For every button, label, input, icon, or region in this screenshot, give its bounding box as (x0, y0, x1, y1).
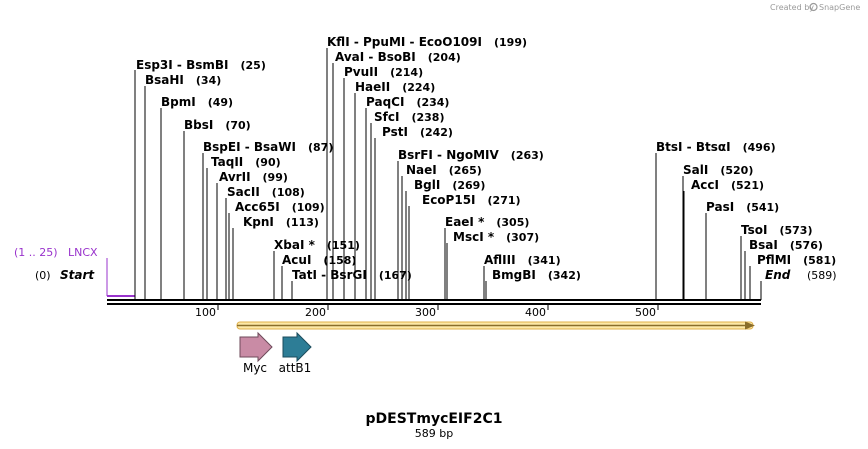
site-tsoi: TsoI (573) (741, 223, 812, 237)
credit-prefix: Created by (770, 3, 814, 12)
orf-arrow (236, 321, 755, 330)
feature-label-attb1: attB1 (279, 361, 312, 375)
site-acui: AcuI (158) (282, 253, 356, 267)
tick-label-500: 500 (635, 306, 656, 319)
ruler-ticks (217, 305, 659, 310)
myc-arrow-icon (239, 331, 273, 363)
site-btsi: BtsI - BtsαI (496) (656, 140, 776, 154)
feature-label-myc: Myc (243, 361, 267, 375)
site-ecop15i: EcoP15I (271) (422, 193, 521, 207)
site-psti: PstI (242) (382, 125, 453, 139)
site-sacii: SacII (108) (227, 185, 305, 199)
enzyme-labels: Esp3I - BsmBI (25) BsaHI (34) BpmI (49) Bbs… (136, 35, 836, 282)
site-paqci: PaqCI (234) (366, 95, 449, 109)
credit-brand: SnapGene (819, 3, 860, 12)
feature-attb1: attB1 (279, 331, 312, 375)
site-esp3i: Esp3I - BsmBI (25) (136, 58, 266, 72)
site-kpni: KpnI (113) (243, 215, 319, 229)
site-bsrfi: BsrFI - NgoMIV (263) (398, 148, 544, 162)
site-bmgbi: BmgBI (342) (492, 268, 581, 282)
start-position: (0) (35, 269, 51, 282)
tick-label-300: 300 (415, 306, 436, 319)
site-kfli: KflI - PpuMI - EcoO109I (199) (327, 35, 527, 49)
feature-myc: Myc (239, 331, 273, 375)
site-avrii: AvrII (99) (219, 170, 288, 184)
site-sfci: SfcI (238) (374, 110, 444, 124)
primer-range: (1 .. 25) (14, 246, 58, 259)
snapgene-logo-icon (809, 2, 818, 12)
site-naei: NaeI (265) (406, 163, 482, 177)
tick-label-400: 400 (525, 306, 546, 319)
attb1-arrow-icon (282, 331, 312, 363)
site-taqii: TaqII (90) (211, 155, 281, 169)
site-pasi: PasI (541) (706, 200, 779, 214)
tick-label-100: 100 (195, 306, 216, 319)
site-bpmi: BpmI (49) (161, 95, 233, 109)
start-label: Start (60, 268, 95, 282)
map-length: 589 bp (415, 427, 453, 440)
site-afliii: AflIII (341) (484, 253, 561, 267)
end-position: (589) (807, 269, 837, 282)
site-sali: SalI (520) (683, 163, 753, 177)
site-pflmi: PflMI (581) (757, 253, 836, 267)
site-pvuii: PvuII (214) (344, 65, 423, 79)
tick-label-200: 200 (305, 306, 326, 319)
site-bsahi: BsaHI (34) (145, 73, 221, 87)
site-bspei: BspEI - BsaWI (87) (203, 140, 333, 154)
site-acci: AccI (521) (691, 178, 764, 192)
site-eaei: EaeI * (305) (445, 215, 529, 229)
primer-name: LNCX (68, 246, 98, 259)
site-acc65i: Acc65I (109) (235, 200, 325, 214)
cut-site-lines (134, 48, 762, 300)
site-xbai: XbaI * (151) (274, 238, 360, 252)
site-bgli: BglI (269) (414, 178, 485, 192)
end-label: End (765, 268, 791, 282)
site-bsai: BsaI (576) (749, 238, 823, 252)
site-tati: TatI - BsrGI (167) (292, 268, 412, 282)
site-avai: AvaI - BsoBI (204) (335, 50, 461, 64)
site-msci: MscI * (307) (453, 230, 539, 244)
site-haeii: HaeII (224) (355, 80, 435, 94)
map-title: pDESTmycEIF2C1 (366, 411, 503, 427)
site-bbsi: BbsI (70) (184, 118, 251, 132)
